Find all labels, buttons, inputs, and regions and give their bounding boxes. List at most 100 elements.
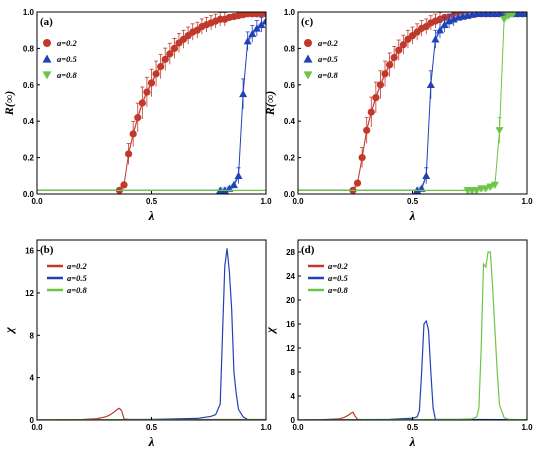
series-a08-line	[298, 251, 527, 420]
y-tick-label: 8	[30, 331, 35, 340]
x-tick-label: 1.0	[260, 197, 272, 206]
y-tick-label: 0.0	[23, 190, 35, 199]
legend: a=0.2 a=0.5 a=0.8	[303, 38, 338, 80]
data-point	[262, 17, 266, 25]
series-a05-line	[298, 319, 527, 420]
y-tick-label: 12	[25, 289, 34, 298]
data-point	[138, 99, 146, 107]
legend-label: a=0.8	[67, 285, 87, 295]
y-tick-label: 24	[286, 272, 295, 281]
legend-marker	[42, 54, 52, 63]
panel-label: (d)	[301, 244, 315, 256]
data-point	[134, 113, 142, 122]
legend-label: a=0.8	[318, 70, 338, 80]
x-axis-label: λ	[409, 434, 416, 449]
x-tick-label: 0.5	[407, 197, 419, 206]
x-axis-label: λ	[148, 434, 155, 449]
legend-marker	[43, 39, 51, 47]
data-point	[363, 126, 371, 134]
panel-label: (b)	[40, 244, 54, 256]
data-point	[431, 35, 440, 43]
y-tick-label: 8	[291, 368, 296, 377]
legend-marker	[303, 54, 313, 63]
data-point	[143, 88, 151, 96]
y-axis-label: R(∞)	[2, 91, 16, 117]
y-tick-label: 12	[286, 344, 295, 353]
legend-label: a=0.5	[318, 54, 338, 64]
panel-c: 0.0 0.5 1.0 0.0 0.2 0.4 0.6 0.8 1.0 λ R(∞) (c) a=0.2…	[263, 8, 533, 223]
y-tick-label: 16	[25, 247, 34, 256]
x-tick-label: 0.0	[292, 423, 304, 432]
legend-marker	[303, 71, 313, 80]
legend-label: a=0.2	[318, 38, 338, 48]
data-point	[234, 171, 243, 179]
panel-label: (c)	[301, 16, 314, 28]
data-point	[435, 26, 444, 34]
legend-label: a=0.2	[328, 261, 348, 271]
y-tick-label: 1.0	[23, 8, 35, 17]
x-tick-label: 0.5	[407, 423, 419, 432]
data-point	[358, 154, 366, 162]
data-point	[161, 55, 169, 63]
data-point	[248, 29, 257, 38]
y-tick-label: 0.8	[23, 44, 35, 53]
series-a05-line	[37, 248, 266, 420]
data-point	[500, 16, 509, 24]
data-point	[147, 79, 156, 87]
y-tick-label: 0.4	[23, 117, 35, 126]
data-point	[523, 12, 527, 18]
y-tick-label: 4	[30, 374, 35, 383]
data-point	[262, 12, 266, 18]
y-axis-label: χ	[263, 327, 277, 335]
legend: a=0.2 a=0.5 a=0.8	[42, 38, 77, 80]
legend-marker	[304, 39, 312, 47]
data-point	[170, 44, 178, 53]
y-tick-label: 1.0	[284, 8, 296, 17]
y-tick-label: 0	[30, 416, 35, 425]
x-axis-label: λ	[148, 208, 155, 223]
x-tick-label: 0.5	[146, 423, 158, 432]
data-point	[486, 183, 495, 191]
legend-label: a=0.5	[328, 273, 348, 283]
x-tick-label: 0.0	[31, 197, 43, 206]
panel-d: 0.0 0.5 1.00481216202428λχ(d)a=0.2a=0.5a=0…	[263, 239, 533, 449]
legend: a=0.2 a=0.5 a=0.8	[47, 261, 87, 295]
data-point	[120, 181, 128, 189]
data-point	[449, 15, 458, 23]
data-point	[381, 70, 389, 78]
data-point	[399, 41, 407, 49]
y-tick-label: 0.6	[284, 81, 296, 90]
data-point	[481, 185, 490, 193]
y-tick-label: 4	[291, 392, 296, 401]
data-point	[157, 63, 165, 71]
y-tick-label: 0.6	[23, 81, 35, 90]
x-tick-label: 1.0	[521, 197, 533, 206]
data-point	[395, 46, 403, 54]
legend-label: a=0.5	[67, 273, 87, 283]
data-point	[376, 81, 385, 89]
x-axis-label: λ	[409, 208, 416, 223]
legend-label: a=0.8	[328, 285, 348, 295]
panel-a: 0.0 0.5 1.0 0.0 0.2 0.4 0.6 0.8 1.0 λ R(∞) (a) a=0.2…	[2, 8, 272, 223]
data-point	[367, 108, 375, 116]
panel-label: (a)	[40, 16, 53, 28]
data-point	[257, 20, 266, 28]
y-tick-label: 0.8	[284, 44, 296, 53]
x-tick-label: 0.0	[31, 423, 43, 432]
y-tick-label: 0.2	[23, 154, 35, 163]
data-point	[472, 187, 481, 194]
x-tick-label: 1.0	[260, 423, 272, 432]
y-axis-label: R(∞)	[263, 91, 277, 117]
legend-label: a=0.5	[57, 54, 77, 64]
data-point	[252, 24, 261, 32]
data-point	[239, 89, 248, 98]
series-a08-line	[467, 13, 514, 191]
data-point	[152, 70, 160, 78]
data-point	[243, 37, 252, 45]
series-a05-band	[417, 12, 527, 194]
data-point	[504, 12, 513, 20]
data-point	[386, 61, 394, 69]
data-point	[422, 171, 431, 179]
x-tick-label: 0.5	[146, 197, 158, 206]
